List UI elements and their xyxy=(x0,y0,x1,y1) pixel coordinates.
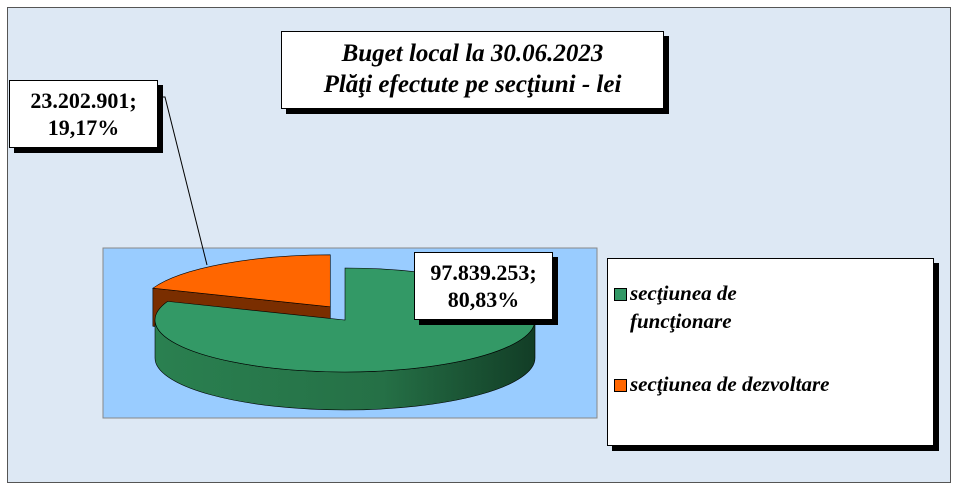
slice xyxy=(152,254,331,308)
data-label: 97.839.253; 80,83% xyxy=(414,252,553,320)
leader-line xyxy=(158,96,208,266)
legend-label: secţiunea de funcţionare xyxy=(630,281,737,333)
data-label-line: 23.202.901; xyxy=(30,88,137,113)
legend-entry: secţiunea de funcţionare xyxy=(614,279,924,335)
legend-swatch xyxy=(614,379,627,392)
data-label: 23.202.901; 19,17% xyxy=(9,80,158,148)
legend: secţiunea de funcţionare secţiunea de dez… xyxy=(607,258,934,446)
legend-swatch xyxy=(614,288,627,301)
legend-entry: secţiunea de dezvoltare xyxy=(614,370,924,398)
legend-label: secţiunea de dezvoltare xyxy=(630,372,830,396)
chart-title: Buget local la 30.06.2023 xyxy=(341,40,604,67)
chart-subtitle: Plăţi efectute pe secţiuni - lei xyxy=(323,71,622,98)
data-label-line: 80,83% xyxy=(447,287,520,312)
data-label-line: 19,17% xyxy=(47,115,120,140)
title-box: Buget local la 30.06.2023 Plăţi efectute… xyxy=(281,31,664,109)
data-label-line: 97.839.253; xyxy=(430,260,537,285)
